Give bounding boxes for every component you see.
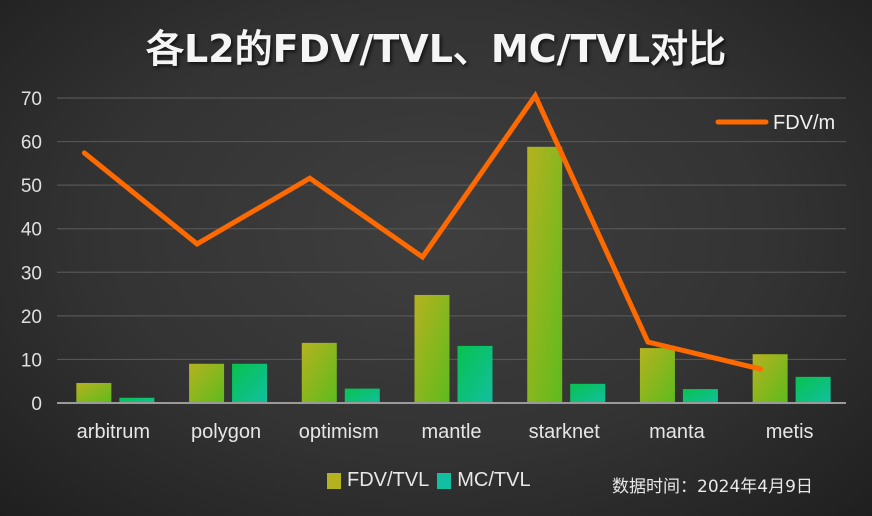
y-tick-label: 10 [21,350,42,371]
bar-mc-tvl-metis [795,376,831,403]
line-fdv-m [81,90,764,372]
legend-label-fdv-tvl: FDV/TVL [347,469,430,491]
legend-item-mc-tvl: MC/TVL [437,469,531,492]
legend-label-mc-tvl: MC/TVL [457,469,531,491]
x-tick-label: metis [766,421,814,443]
legend-swatch-fdv-tvl [327,472,341,489]
y-axis: 0 10 20 30 40 50 60 70 [21,89,42,415]
legend-label-fdv-m: FDV/m [773,112,835,134]
line-series-fdv-m [81,90,764,372]
x-axis: arbitrum polygon optimism mantle starknet man… [77,421,814,443]
y-tick-label: 40 [21,220,42,241]
bar-mc-tvl-mantle [457,345,493,403]
legend-swatch-mc-tvl [437,472,452,489]
y-tick-label: 20 [21,307,42,328]
y-tick-label: 0 [31,394,42,415]
x-tick-label: optimism [299,421,379,443]
y-tick-label: 30 [21,263,42,284]
y-tick-label: 60 [21,133,42,154]
x-tick-label: manta [649,421,705,443]
bar-series [76,146,831,404]
x-tick-label: polygon [191,421,261,443]
bar-fdv-tvl-manta [639,348,675,403]
x-tick-label: starknet [529,421,601,443]
bar-fdv-tvl-starknet [527,146,563,404]
bar-fdv-tvl-optimism [301,342,337,403]
y-tick-label: 50 [21,176,42,197]
x-tick-label: mantle [421,421,481,443]
bar-mc-tvl-arbitrum [119,397,155,403]
bar-fdv-tvl-metis [752,354,788,403]
y-tick-label: 70 [21,89,42,110]
bar-fdv-tvl-mantle [414,294,450,403]
bar-mc-tvl-polygon [232,363,268,403]
data-date-note: 数据时间：2024年4月9日 [612,477,813,497]
chart-title: 各L2的FDV/TVL、MC/TVL对比 [145,27,727,71]
legend-bars: FDV/TVL MC/TVL [327,469,533,492]
grid-lines [57,97,846,361]
legend-line: FDV/m [715,112,835,134]
bar-fdv-tvl-arbitrum [76,382,112,403]
bar-mc-tvl-manta [682,389,718,403]
x-tick-label: arbitrum [77,421,150,443]
bar-mc-tvl-optimism [344,388,380,403]
bar-mc-tvl-starknet [570,383,606,403]
legend-item-fdv-tvl: FDV/TVL [327,469,429,492]
bar-fdv-tvl-polygon [189,363,225,403]
